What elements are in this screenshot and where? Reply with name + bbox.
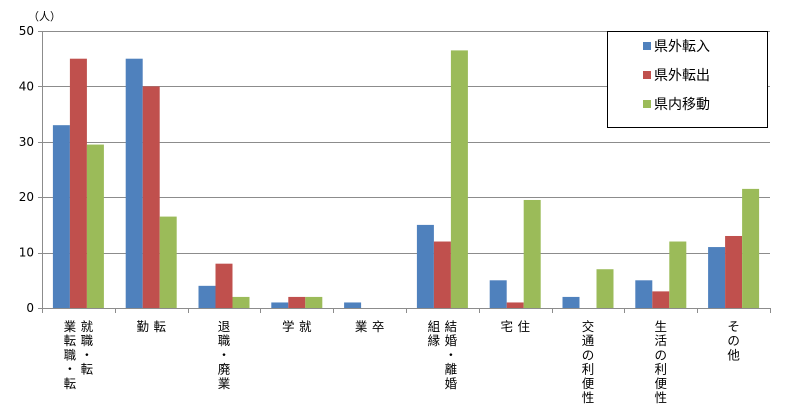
- bar: [433, 241, 451, 308]
- bar: [86, 144, 104, 308]
- bar: [288, 296, 306, 308]
- x-tick-label: 転: [64, 333, 77, 348]
- bar: [635, 280, 653, 308]
- x-tick-label: ・: [64, 362, 77, 377]
- x-tick-label: 退: [218, 319, 231, 334]
- x-tick-label: 転: [153, 319, 166, 334]
- bar: [669, 241, 687, 308]
- x-tick-label: 婚: [445, 333, 458, 348]
- bar: [725, 235, 743, 308]
- bar: [489, 280, 507, 308]
- x-tick-label: の: [582, 347, 595, 362]
- legend-swatch: [643, 42, 651, 50]
- x-tick-label: 職: [218, 333, 231, 348]
- x-tick-label: 縁: [428, 333, 441, 348]
- x-tick-label: 就: [81, 319, 94, 334]
- bar: [708, 247, 726, 308]
- x-tick-label: 便: [655, 376, 668, 391]
- bar: [523, 199, 541, 308]
- x-tick-label: 性: [582, 390, 595, 405]
- x-tick-label: 転: [64, 376, 77, 391]
- x-tick-label: 職: [64, 347, 77, 362]
- x-tick-label: 廃: [218, 362, 231, 377]
- x-tick-label: 活: [655, 333, 668, 348]
- x-tick-label: 業: [355, 319, 368, 334]
- x-tick-label: そ: [727, 319, 740, 334]
- x-tick-label: 交: [582, 319, 595, 334]
- legend-swatch: [643, 71, 651, 79]
- bar: [215, 263, 233, 308]
- bar: [742, 188, 760, 308]
- x-tick-label: 他: [727, 347, 740, 362]
- bars: [52, 50, 760, 309]
- x-tick-label: 宅: [500, 319, 513, 334]
- x-tick-label: 卒: [372, 319, 385, 334]
- x-tick-label: 就: [299, 319, 312, 334]
- y-tick-label: 20: [19, 190, 34, 204]
- x-tick-label: の: [727, 333, 740, 348]
- bar: [159, 216, 177, 308]
- bar: [416, 224, 434, 308]
- bar: [305, 296, 323, 308]
- x-tick-label: 結: [445, 319, 458, 334]
- y-tick-label: 40: [19, 79, 34, 93]
- y-tick-label: 30: [19, 135, 34, 149]
- x-tick-label: の: [655, 347, 668, 362]
- legend-swatch: [643, 100, 651, 108]
- x-tick-label: 生: [655, 319, 668, 334]
- bar: [596, 269, 614, 308]
- x-tick-label: ・: [81, 347, 94, 362]
- x-tick-label: 通: [582, 333, 595, 348]
- x-tick-label: 婚: [445, 376, 458, 391]
- x-tick-label: 業: [218, 376, 231, 391]
- bar: [652, 291, 670, 308]
- x-tick-label: 便: [582, 376, 595, 391]
- legend-label: 県外転入: [654, 39, 710, 55]
- x-tick-label: 業: [64, 319, 77, 334]
- legend-label: 県外転出: [654, 68, 710, 84]
- legend-label: 県内移動: [654, 97, 710, 113]
- x-tick-label: 転: [81, 362, 94, 377]
- x-tick-label: 職: [81, 333, 94, 348]
- x-tick-label: 利: [582, 362, 595, 377]
- bar: [506, 302, 524, 308]
- bar: [142, 86, 160, 309]
- y-tick-label: 10: [19, 246, 34, 260]
- bar: [232, 296, 250, 308]
- x-tick-label: 利: [655, 362, 668, 377]
- y-unit-label: （人）: [28, 10, 61, 23]
- bar: [125, 58, 143, 309]
- bar: [562, 296, 580, 308]
- x-tick-label: 学: [282, 319, 295, 334]
- y-tick-label: 50: [19, 24, 34, 38]
- axes: [38, 31, 771, 313]
- x-tick-label: 住: [517, 319, 530, 334]
- y-tick-labels: 0 10 20 30 40 50: [19, 24, 34, 315]
- x-tick-label: 性: [655, 390, 668, 405]
- bar: [198, 285, 216, 308]
- x-tick-label: ・: [445, 347, 458, 362]
- x-tick-label: ・: [218, 347, 231, 362]
- x-tick-label: 勤: [136, 319, 149, 334]
- x-tick-label: 離: [445, 362, 458, 377]
- y-tick-label: 0: [26, 301, 34, 315]
- bar: [344, 302, 362, 308]
- bar: [271, 302, 289, 308]
- bar: [52, 125, 70, 309]
- legend-box: [607, 31, 768, 128]
- bar: [69, 58, 87, 309]
- x-tick-label: 組: [428, 319, 441, 334]
- bar: [450, 50, 468, 308]
